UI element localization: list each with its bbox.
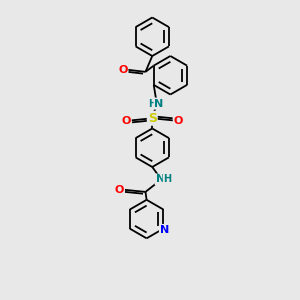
Text: O: O: [174, 116, 183, 126]
Text: N: N: [154, 99, 164, 109]
Text: H: H: [148, 99, 156, 109]
Text: N: N: [156, 174, 165, 184]
Text: H: H: [164, 174, 172, 184]
Text: O: O: [118, 64, 128, 75]
Text: O: O: [122, 116, 131, 126]
Text: O: O: [115, 184, 124, 195]
Text: S: S: [148, 112, 157, 125]
Text: N: N: [160, 225, 169, 235]
